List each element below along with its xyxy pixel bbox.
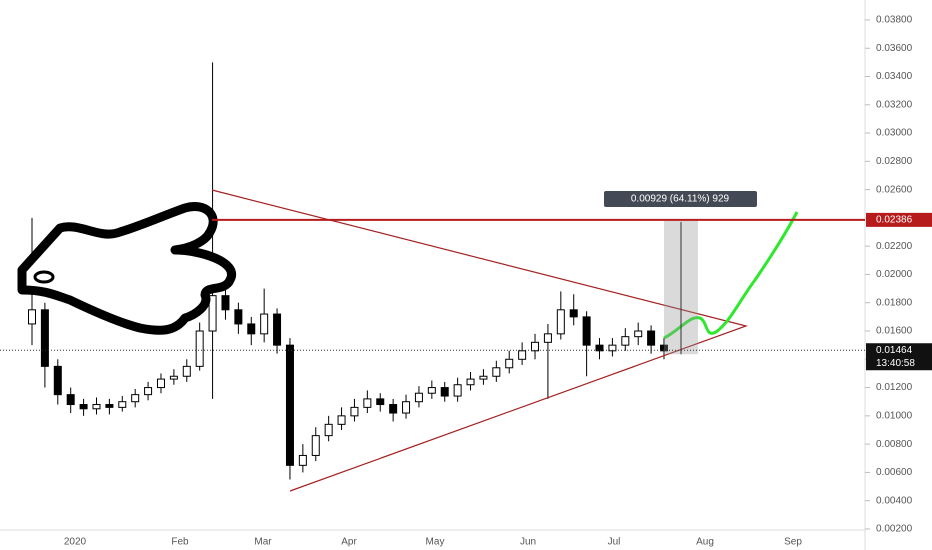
candle-body — [647, 330, 656, 346]
x-tick-label: 2020 — [64, 537, 87, 548]
candle-body — [144, 387, 153, 396]
y-tick-label: 0.02600 — [876, 184, 913, 195]
x-tick-label: Jun — [520, 537, 536, 548]
candle-body — [543, 333, 552, 343]
y-tick-label: 0.03200 — [876, 99, 913, 110]
candle-body — [285, 344, 294, 466]
y-tick-label: 0.02200 — [876, 241, 913, 252]
last-price-tag — [866, 343, 932, 371]
candle-body — [634, 330, 643, 338]
y-tick-label: 0.02800 — [876, 156, 913, 167]
candle-body — [298, 454, 307, 466]
candle-body — [92, 404, 101, 410]
candle-body — [440, 387, 449, 397]
y-tick-label: 0.00200 — [876, 524, 913, 535]
y-tick-label: 0.01800 — [876, 297, 913, 308]
y-tick-label: 0.03000 — [876, 128, 913, 139]
candle-body — [311, 435, 320, 456]
candle-body — [350, 406, 359, 417]
candle-body — [131, 394, 140, 403]
candle-body — [621, 336, 630, 346]
x-tick-label: Feb — [171, 537, 189, 548]
y-tick-label: 0.01000 — [876, 410, 913, 421]
candle-body — [66, 394, 75, 406]
projection — [663, 211, 799, 340]
candle-body — [556, 309, 565, 335]
candle-body — [208, 295, 217, 332]
hand-hole — [33, 270, 55, 284]
overlay: 0.00929 (64.11%) 929 0.02386 0.01464 13:40:… — [0, 191, 932, 371]
resistance-label: 0.02386 — [876, 215, 913, 226]
candle-body — [169, 375, 178, 380]
resistance-tag — [866, 212, 932, 227]
x-tick-label: Aug — [696, 537, 714, 548]
candle-body — [118, 401, 127, 408]
candle-body — [337, 415, 346, 425]
y-tick-label: 0.01200 — [876, 382, 913, 393]
candle-body — [595, 344, 604, 352]
candle-body — [569, 309, 578, 318]
candle-body — [608, 344, 617, 352]
y-tick-label: 0.00600 — [876, 467, 913, 478]
y-tick-label: 0.03400 — [876, 71, 913, 82]
y-tick-label: 0.00400 — [876, 495, 913, 506]
candle-body — [234, 309, 243, 325]
candle-body — [466, 378, 475, 386]
candle-body — [156, 378, 165, 389]
candle-body — [518, 350, 527, 360]
triangle — [211, 189, 749, 492]
candle-body — [479, 375, 488, 380]
candle-body — [402, 401, 411, 414]
candle-body — [247, 323, 256, 335]
candle-body — [505, 358, 514, 369]
x-tick-label: Mar — [254, 537, 272, 548]
candle-body — [389, 404, 398, 414]
last-price-label: 0.01464 — [876, 345, 913, 356]
candle-body — [660, 344, 668, 352]
candle-body — [221, 295, 230, 311]
candle-body — [427, 387, 436, 394]
candle-body — [363, 398, 372, 408]
candle-body — [260, 313, 269, 335]
candle-body — [105, 404, 114, 408]
candle-body — [182, 365, 191, 377]
measure-tooltip — [604, 191, 757, 207]
candle-body — [453, 384, 462, 397]
x-tick-label: Jul — [608, 537, 621, 548]
candle-body — [273, 313, 282, 346]
candle-body — [28, 309, 36, 325]
y-tick-label: 0.03600 — [876, 43, 913, 54]
hand-icon — [17, 202, 236, 335]
candle-body — [492, 367, 501, 377]
y-tick-label: 0.01600 — [876, 326, 913, 337]
y-tick-label: 0.02000 — [876, 269, 913, 280]
x-tick-label: Apr — [341, 537, 357, 548]
y-tick-label: 0.00800 — [876, 439, 913, 450]
candle-body — [376, 398, 385, 406]
candle-body — [79, 404, 88, 410]
x-tick-label: May — [426, 537, 445, 548]
candle-body — [582, 316, 591, 346]
candle-body — [414, 392, 423, 403]
measure-label: 0.00929 (64.11%) 929 — [631, 194, 730, 205]
candle-body — [324, 423, 333, 437]
countdown: 13:40:58 — [876, 358, 915, 369]
candle-body — [195, 330, 204, 367]
candle-body — [40, 309, 49, 367]
y-tick-label: 0.03800 — [876, 15, 913, 26]
candle-body — [531, 341, 540, 352]
candle-body — [53, 365, 62, 396]
x-tick-label: Sep — [784, 537, 802, 548]
